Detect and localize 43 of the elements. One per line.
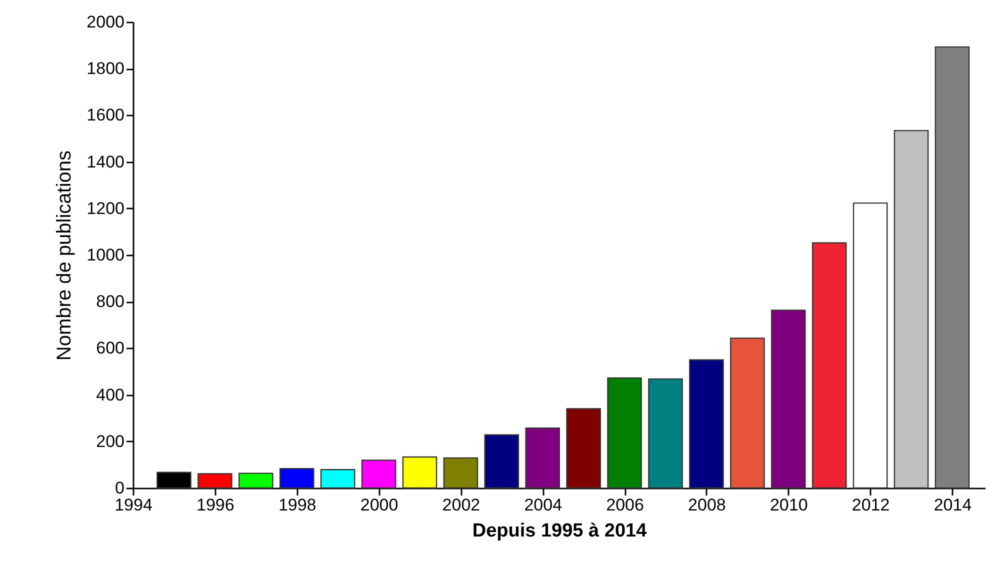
bar	[279, 468, 314, 489]
x-tick-label: 2002	[442, 496, 480, 514]
y-tick-label: 1200	[86, 198, 124, 218]
bar	[812, 242, 847, 489]
bar	[894, 130, 929, 489]
x-tick-label: 2004	[524, 496, 562, 514]
x-tick-label: 1998	[278, 496, 316, 514]
y-tick-label: 200	[96, 432, 124, 451]
bar	[770, 310, 806, 489]
x-tick-label: 2006	[606, 496, 644, 514]
bar	[607, 377, 642, 489]
x-tick-label: 2012	[852, 496, 890, 514]
bar	[566, 408, 601, 489]
x-tick-label: 2008	[688, 496, 726, 514]
x-tick-label: 1994	[114, 496, 152, 514]
x-tick-label: 1996	[196, 496, 234, 514]
bar	[525, 428, 560, 489]
bar	[648, 378, 683, 489]
y-tick-label: 1600	[86, 106, 124, 125]
y-tick-label: 600	[96, 338, 124, 358]
y-tick-label: 1800	[86, 59, 124, 78]
y-tick-label: 400	[96, 385, 124, 404]
y-tick-label: 2000	[86, 12, 124, 32]
y-tick-label: 800	[96, 292, 124, 312]
x-tick-label: 2014	[934, 496, 972, 514]
y-tick-label: 0	[115, 478, 124, 498]
x-tick-label: 2000	[360, 496, 398, 514]
bar	[198, 473, 232, 489]
bar	[238, 472, 274, 489]
bar	[852, 202, 888, 489]
bar	[443, 457, 478, 489]
y-axis-title: Nombre de publications	[54, 150, 76, 361]
x-axis-title: Depuis 1995 à 2014	[472, 520, 648, 542]
y-tick-label: 1400	[86, 152, 124, 172]
bar	[934, 46, 970, 489]
bar	[361, 460, 396, 489]
bar	[320, 468, 356, 489]
x-tick-label: 2010	[770, 496, 808, 514]
y-tick-label: 1000	[86, 246, 124, 264]
bar	[689, 359, 724, 489]
bar	[484, 434, 520, 489]
bar	[730, 338, 765, 489]
bar	[402, 456, 438, 489]
